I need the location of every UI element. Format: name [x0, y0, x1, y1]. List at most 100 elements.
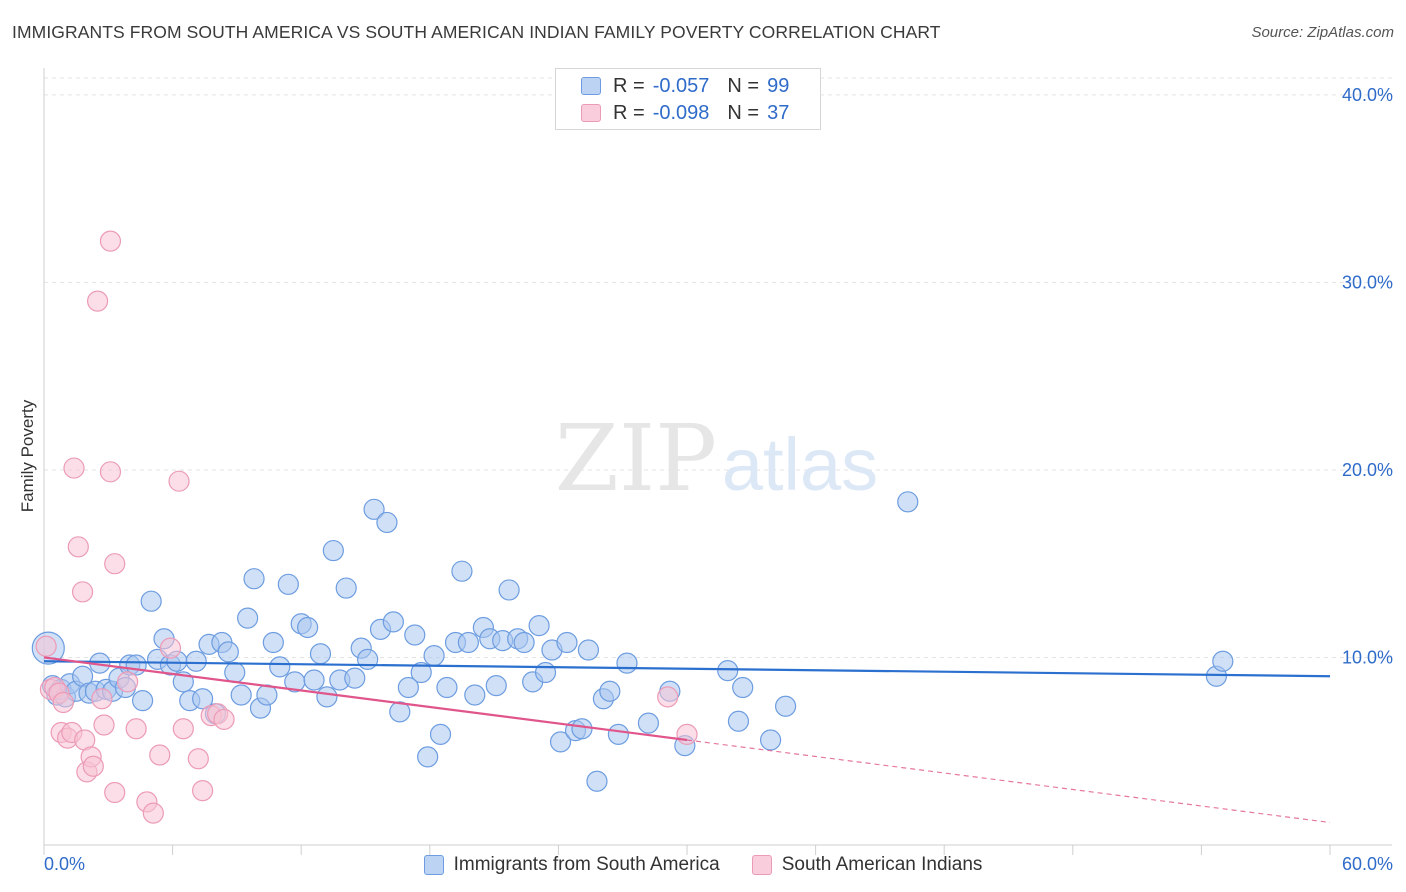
point-immigrants	[376, 511, 398, 534]
source-label: Source: ZipAtlas.com	[1251, 24, 1394, 41]
legend-n-label: N =	[727, 101, 760, 124]
point-indians	[213, 708, 235, 730]
stats-legend: R = -0.057 N = 99 R = -0.098 N = 37	[555, 68, 821, 130]
series-legend-item-immigrants[interactable]: Immigrants from South America	[423, 854, 720, 876]
point-indians	[116, 671, 139, 693]
point-immigrants	[586, 770, 608, 792]
point-indians	[657, 686, 679, 708]
point-immigrants	[457, 631, 479, 654]
trend-line-indians	[43, 656, 688, 742]
x-tick-label: 60.0%	[1342, 854, 1393, 874]
legend-n-value: 99	[767, 74, 790, 97]
point-immigrants	[549, 731, 572, 753]
point-immigrants	[1212, 650, 1234, 672]
point-immigrants	[616, 652, 638, 674]
point-indians	[71, 581, 94, 603]
point-immigrants	[335, 577, 357, 599]
point-immigrants	[185, 650, 207, 672]
trend-layer	[43, 656, 1331, 824]
legend-row-immigrants: R = -0.057 N = 99	[581, 73, 789, 99]
point-immigrants	[363, 498, 385, 520]
series-legend-item-indians[interactable]: South American Indians	[751, 854, 982, 876]
point-indians	[63, 457, 85, 479]
point-immigrants	[303, 669, 325, 691]
point-immigrants	[217, 641, 239, 663]
series-indians	[35, 230, 698, 824]
point-indians	[168, 470, 190, 492]
point-indians	[99, 461, 122, 483]
point-immigrants	[607, 723, 630, 745]
series-legend-label: Immigrants from South America	[453, 854, 720, 875]
series-swatch-blue	[423, 855, 444, 875]
point-indians	[187, 748, 209, 770]
point-indians	[159, 637, 182, 659]
y-tick-label: 40.0%	[1342, 85, 1393, 105]
chart-title: IMMIGRANTS FROM SOUTH AMERICA VS SOUTH A…	[12, 22, 941, 42]
point-immigrants	[140, 590, 162, 612]
point-immigrants	[404, 624, 426, 646]
legend-row-indians: R = -0.098 N = 37	[581, 100, 789, 126]
point-immigrants	[316, 686, 338, 708]
point-immigrants	[637, 712, 660, 734]
legend-r-value: -0.057	[652, 74, 710, 97]
point-immigrants	[192, 688, 214, 710]
legend-swatch-pink	[581, 104, 601, 122]
point-immigrants	[727, 710, 750, 732]
point-immigrants	[269, 656, 291, 678]
point-immigrants	[577, 639, 600, 661]
point-immigrants	[410, 661, 432, 684]
point-immigrants	[230, 684, 252, 706]
x-tick-label: 0.0%	[44, 854, 85, 874]
point-immigrants	[309, 643, 332, 665]
point-immigrants	[485, 674, 507, 697]
point-immigrants	[464, 684, 486, 706]
y-tick-label: 20.0%	[1342, 460, 1393, 480]
legend-r-label: R =	[613, 74, 645, 97]
point-immigrants	[423, 644, 445, 667]
point-immigrants	[344, 667, 366, 689]
point-immigrants	[389, 701, 411, 723]
trend-line-indians-extended	[686, 739, 1331, 824]
point-immigrants	[382, 611, 404, 633]
point-immigrants	[897, 491, 919, 513]
point-indians	[676, 723, 698, 745]
point-indians	[93, 714, 115, 736]
y-tick-label: 10.0%	[1342, 647, 1393, 667]
point-indians	[35, 635, 57, 657]
point-indians	[86, 290, 109, 312]
point-indians	[104, 553, 126, 575]
point-indians	[172, 718, 194, 740]
legend-n-value: 37	[767, 101, 790, 124]
watermark-zip: ZIP	[555, 405, 717, 512]
point-immigrants	[599, 680, 621, 702]
series-legend: Immigrants from South America South Amer…	[0, 852, 1406, 878]
point-immigrants	[397, 676, 419, 699]
point-immigrants	[717, 659, 739, 682]
point-immigrants	[436, 676, 458, 699]
point-immigrants	[732, 676, 754, 699]
point-immigrants	[571, 718, 593, 740]
point-immigrants	[357, 648, 379, 670]
point-immigrants	[224, 661, 246, 684]
watermark: ZIP atlas	[555, 405, 878, 512]
legend-r-value: -0.098	[652, 101, 710, 124]
point-indians	[149, 744, 171, 766]
point-immigrants	[237, 607, 259, 629]
legend-n-label: N =	[727, 74, 760, 97]
point-immigrants	[429, 723, 452, 745]
trend-line-immigrants	[43, 660, 1331, 678]
series-immigrants	[31, 491, 1234, 792]
axes	[43, 68, 1392, 855]
point-immigrants	[528, 614, 550, 637]
point-indians	[192, 780, 214, 802]
point-immigrants	[322, 539, 344, 562]
point-indians	[125, 718, 147, 740]
point-immigrants	[297, 616, 319, 639]
point-immigrants	[498, 579, 520, 601]
point-indians	[91, 688, 113, 710]
point-indians	[142, 802, 164, 824]
point-immigrants	[451, 560, 473, 582]
point-indians	[52, 691, 74, 714]
point-indians	[104, 781, 126, 804]
point-immigrants	[417, 746, 439, 768]
